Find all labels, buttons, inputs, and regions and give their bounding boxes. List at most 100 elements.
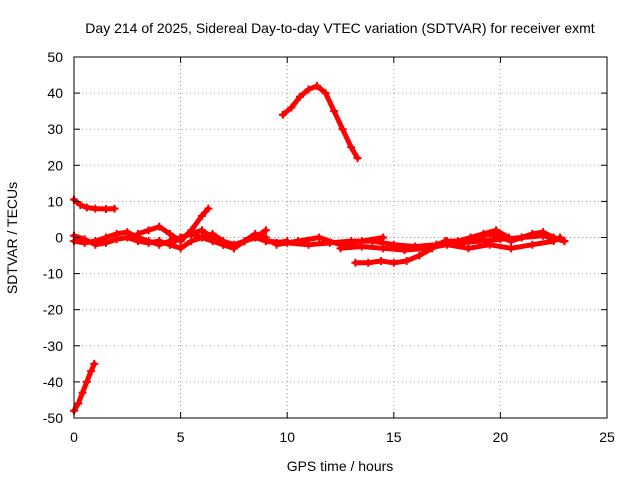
data-point (464, 244, 473, 253)
data-point (539, 228, 548, 237)
data-point (338, 125, 347, 134)
data-point (330, 107, 339, 116)
data-point (304, 85, 313, 94)
data-point (389, 258, 398, 267)
y-tick-label: -40 (43, 374, 63, 390)
data-point (82, 203, 91, 212)
series-arc-d (155, 226, 270, 253)
data-point (229, 244, 238, 253)
data-point (443, 237, 452, 246)
data-point (187, 237, 196, 246)
data-point (321, 89, 330, 98)
data-point (78, 388, 87, 397)
data-point (87, 367, 96, 376)
x-tick-label: 5 (177, 429, 185, 445)
chart-title: Day 214 of 2025, Sidereal Day-to-day VTE… (85, 20, 594, 36)
data-point (492, 226, 501, 235)
data-point (197, 211, 206, 220)
data-point (91, 204, 100, 213)
data-point (155, 237, 164, 246)
y-tick-label: -30 (43, 338, 63, 354)
data-point (475, 233, 484, 242)
axis-ticks: 0 5 10 15 20 25 -50 -40 -30 -20 -10 0 10 20 30 40 50 (43, 49, 615, 445)
data-point (357, 242, 366, 251)
data-point (91, 240, 100, 249)
data-point (315, 233, 324, 242)
data-point (485, 240, 494, 249)
x-tick-label: 20 (493, 429, 509, 445)
data-point (272, 240, 281, 249)
y-tick-label: 50 (47, 49, 63, 65)
data-point (453, 240, 462, 249)
x-tick-label: 25 (599, 429, 615, 445)
data-point (347, 143, 356, 152)
data-point (123, 233, 132, 242)
data-point (197, 226, 206, 235)
data-point (295, 92, 304, 101)
data-point (293, 237, 302, 246)
data-point (144, 226, 153, 235)
series-arc-i (432, 228, 569, 249)
data-point (528, 240, 537, 249)
data-point (197, 233, 206, 242)
y-tick-label: -20 (43, 302, 63, 318)
data-point (415, 251, 424, 260)
data-point (304, 240, 313, 249)
x-axis-label: GPS time / hours (287, 458, 394, 474)
data-point (76, 201, 85, 210)
data-point (155, 222, 164, 231)
data-series (70, 81, 569, 415)
data-point (251, 233, 260, 242)
series-line (274, 235, 386, 248)
data-point (133, 237, 142, 246)
data-point (133, 229, 142, 238)
data-point (165, 229, 174, 238)
data-point (278, 110, 287, 119)
y-tick-label: 20 (47, 157, 63, 173)
data-point (528, 229, 537, 238)
data-point (287, 103, 296, 112)
data-point (219, 240, 228, 249)
data-point (485, 229, 494, 238)
data-point (400, 246, 409, 255)
y-tick-label: 10 (47, 193, 63, 209)
data-point (80, 235, 89, 244)
data-point (82, 377, 91, 386)
data-point (112, 235, 121, 244)
data-point (507, 244, 516, 253)
data-point (204, 204, 213, 213)
data-point (496, 233, 505, 242)
data-point (464, 237, 473, 246)
series-arc-start-high (70, 195, 119, 213)
y-tick-label: -50 (43, 410, 63, 426)
data-point (261, 237, 270, 246)
y-tick-label: 30 (47, 121, 63, 137)
data-point (351, 258, 360, 267)
data-point (428, 244, 437, 253)
data-point (560, 237, 569, 246)
data-point (240, 237, 249, 246)
y-axis-label: SDTVAR / TECUs (4, 182, 20, 294)
x-tick-label: 15 (386, 429, 402, 445)
series-arc-high-peak (278, 81, 362, 163)
data-point (208, 237, 217, 246)
data-point (507, 237, 516, 246)
data-point (208, 229, 217, 238)
data-point (336, 244, 345, 253)
series-line (280, 83, 361, 161)
data-point (176, 244, 185, 253)
data-point (517, 233, 526, 242)
data-point (187, 229, 196, 238)
data-point (379, 244, 388, 253)
y-tick-label: 0 (55, 230, 63, 246)
data-point (101, 238, 110, 247)
data-point (379, 233, 388, 242)
data-point (144, 238, 153, 247)
data-point (313, 81, 322, 90)
data-point (432, 240, 441, 249)
grid-lines (74, 57, 607, 418)
data-point (353, 154, 362, 163)
data-point (261, 226, 270, 235)
data-point (90, 359, 99, 368)
